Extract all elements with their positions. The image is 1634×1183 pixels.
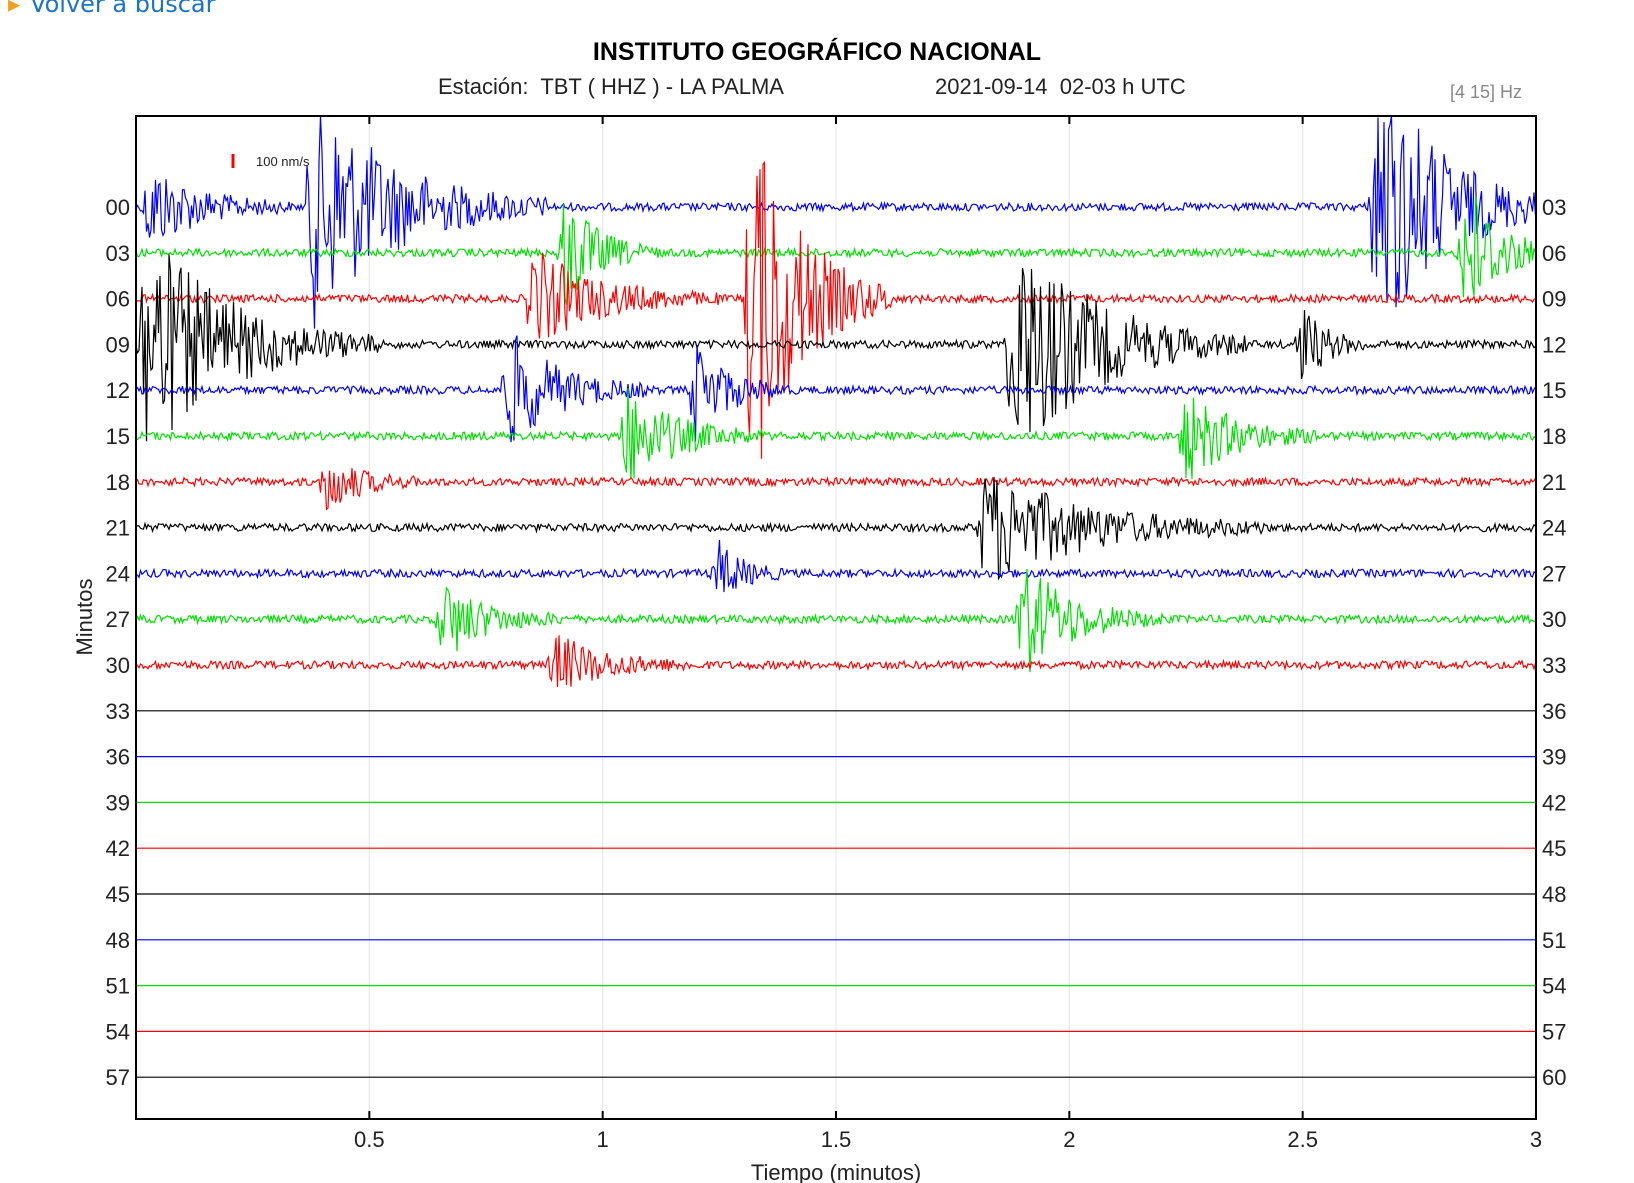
x-tick-label: 2.5 [1287,1127,1318,1152]
back-arrow-icon: ▸ [8,0,21,18]
trace-waveform [135,476,1536,581]
right-hour-label: 24 [1542,516,1566,541]
right-hour-label: 12 [1542,332,1566,357]
x-tick-label: 0.5 [354,1127,385,1152]
left-hour-label: 42 [106,836,130,861]
left-hour-label: 15 [106,424,130,449]
right-hour-label: 33 [1542,653,1566,678]
left-hour-label: 06 [106,287,130,312]
right-hour-label: 27 [1542,561,1566,586]
right-hour-label: 36 [1542,699,1566,724]
left-hour-label: 33 [106,699,130,724]
right-hour-label: 15 [1542,378,1566,403]
right-hour-label: 06 [1542,241,1566,266]
left-hour-label: 24 [106,561,130,586]
right-hour-label: 03 [1542,195,1566,220]
right-hour-label: 39 [1542,745,1566,770]
x-tick-label: 1.5 [821,1127,852,1152]
right-hour-label: 51 [1542,928,1566,953]
y-axis-label: Minutos [72,578,97,655]
right-hour-label: 57 [1542,1019,1566,1044]
filter-band-label: [4 15] Hz [1450,82,1523,102]
x-tick-label: 3 [1530,1127,1542,1152]
trace-waveform [135,254,1536,442]
trace-waveform [135,387,1536,480]
traces-layer [135,115,1537,1078]
trace-waveform [135,196,1537,305]
left-hour-label: 57 [106,1065,130,1090]
right-hour-label: 21 [1542,470,1566,495]
scale-bar: 100 nm/s [231,154,310,169]
x-axis-label: Tiempo (minutos) [751,1160,921,1183]
left-hour-label: 21 [106,516,130,541]
right-hour-label: 45 [1542,836,1566,861]
left-hour-label: 18 [106,470,130,495]
grid-layer [368,116,1304,1119]
trace-waveform [135,635,1537,688]
x-tick-label: 1 [597,1127,609,1152]
ticks-layer [368,116,1537,1119]
back-link[interactable]: ▸ Volver a buscar [8,0,215,18]
trace-waveform [135,335,1537,443]
left-hour-label: 51 [106,974,130,999]
left-hour-label: 03 [106,241,130,266]
scale-bar-label: 100 nm/s [256,154,310,169]
left-hour-label: 00 [106,195,130,220]
x-tick-label: 2 [1063,1127,1075,1152]
left-hour-label: 09 [106,332,130,357]
right-hour-label: 30 [1542,607,1566,632]
left-hour-label: 27 [106,607,130,632]
right-hour-label: 42 [1542,790,1566,815]
left-hour-label: 54 [106,1019,130,1044]
right-hour-label: 48 [1542,882,1566,907]
plot-title: INSTITUTO GEOGRÁFICO NACIONAL [592,38,1042,66]
trace-waveform [135,468,1537,511]
trace-waveform [135,115,1537,329]
back-link-label: Volver a buscar [30,0,216,18]
right-hour-label: 60 [1542,1065,1566,1090]
left-hour-label: 45 [106,882,130,907]
right-hour-label: 09 [1542,287,1566,312]
right-hour-label: 18 [1542,424,1566,449]
trace-waveform [135,160,1536,459]
right-hour-label: 54 [1542,974,1566,999]
trace-waveform [136,539,1536,593]
left-hour-label: 12 [106,378,130,403]
station-label: Estación: TBT ( HHZ ) - LA PALMA [438,74,784,99]
datetime-label: 2021-09-14 02-03 h UTC [935,74,1186,99]
left-hour-label: 36 [106,745,130,770]
trace-waveform [135,568,1536,673]
left-hour-label: 39 [106,790,130,815]
left-hour-label: 48 [106,928,130,953]
left-hour-label: 30 [106,653,130,678]
